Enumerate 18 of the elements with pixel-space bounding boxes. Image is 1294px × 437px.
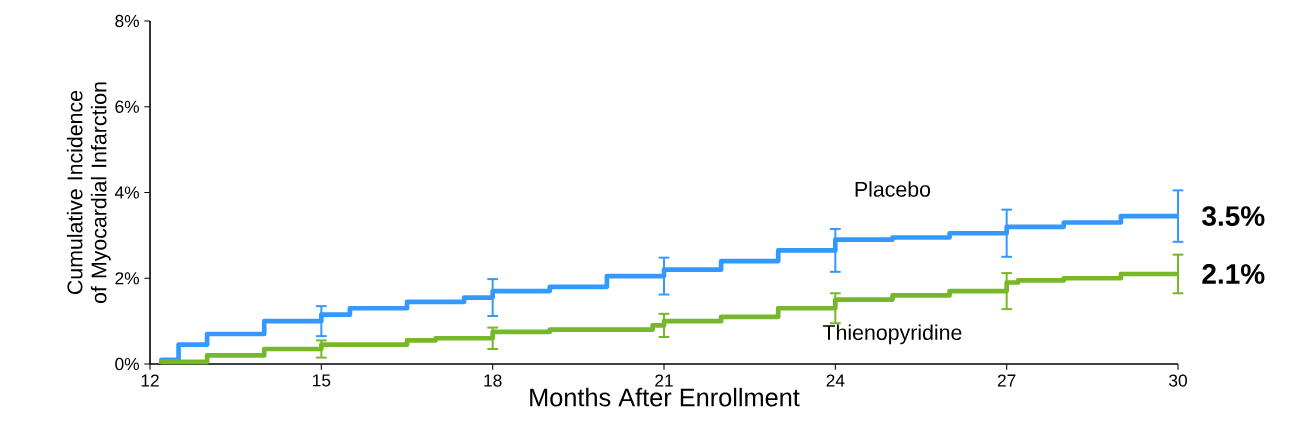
x-tick-label: 18 bbox=[484, 374, 502, 387]
annotation: 2.1% bbox=[1202, 264, 1265, 284]
series-label: Placebo bbox=[855, 181, 931, 197]
x-tick-label: 24 bbox=[826, 374, 845, 387]
x-axis-title: Months After Enrollment bbox=[530, 387, 800, 407]
y-tick-label: 8% bbox=[115, 14, 139, 28]
y-tick-label: 2% bbox=[115, 272, 139, 285]
y-tick-label: 0% bbox=[115, 357, 139, 371]
annotation: 3.5% bbox=[1202, 206, 1265, 227]
y-tick-label: 6% bbox=[115, 100, 139, 113]
x-tick-label: 27 bbox=[997, 374, 1016, 387]
x-tick-label: 15 bbox=[313, 374, 331, 387]
series-label: Thienopyridine bbox=[822, 324, 962, 345]
x-tick-label: 12 bbox=[141, 374, 159, 387]
y-axis-title: Cumulative Incidence of Myocardial Infarction bbox=[66, 82, 111, 304]
x-tick-label: 21 bbox=[655, 374, 673, 387]
x-tick-label: 30 bbox=[1169, 374, 1187, 387]
y-tick-label: 4% bbox=[114, 186, 139, 199]
